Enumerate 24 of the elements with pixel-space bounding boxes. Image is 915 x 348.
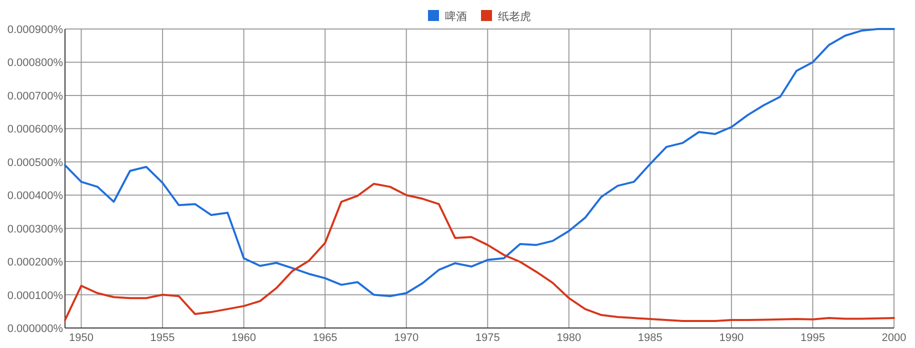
x-tick-label: 1990	[719, 332, 744, 344]
x-tick-label: 1960	[232, 332, 256, 344]
x-tick-label: 1980	[556, 332, 582, 344]
x-tick-label: 1985	[638, 332, 662, 344]
y-tick-label: 0.000800%	[7, 57, 64, 70]
y-tick-label: 0.000500%	[7, 156, 64, 169]
x-tick-label: 2000	[882, 332, 906, 344]
x-tick-label: 1950	[69, 332, 94, 344]
x-tick-label: 1955	[150, 332, 175, 344]
y-tick-label: 0.000200%	[7, 256, 64, 269]
legend-label: 啤酒	[445, 10, 467, 23]
y-tick-label: 0.000900%	[7, 24, 64, 36]
x-tick-label: 1970	[394, 332, 419, 344]
x-tick-label: 1995	[800, 332, 825, 344]
y-tick-label: 0.000600%	[7, 124, 64, 136]
line-series	[64, 182, 895, 322]
y-tick-label: 0.000100%	[7, 290, 64, 302]
y-tick-label: 0.000700%	[7, 90, 64, 102]
y-tick-label: 0.000300%	[7, 223, 64, 236]
y-tick-label: 0.000000%	[7, 323, 64, 335]
legend-label: 纸老虎	[498, 10, 531, 23]
y-tick-label: 0.000400%	[7, 190, 64, 202]
x-tick-label: 1965	[312, 332, 338, 344]
x-tick-label: 1975	[475, 332, 500, 344]
